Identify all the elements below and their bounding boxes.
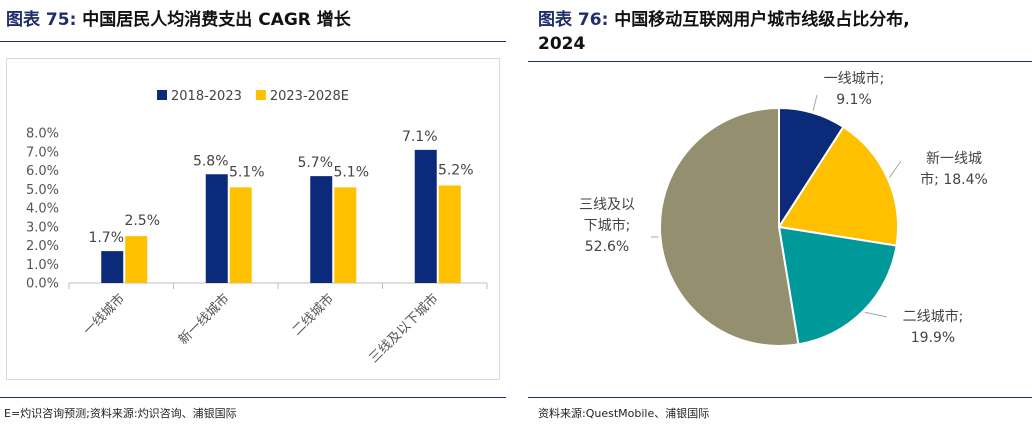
- y-tick-label: 3.0%: [26, 220, 59, 235]
- left-source-note: E=灼识咨询预测;资料来源:灼识咨询、浦银国际: [4, 407, 237, 420]
- pie-label-2: 二线城市;: [903, 308, 964, 325]
- data-label-2-0: 5.7%: [297, 155, 333, 171]
- bar-1-1: [229, 187, 252, 283]
- pie-slice-3: [659, 106, 800, 347]
- bar-1-0: [205, 174, 228, 283]
- left-source-rule: [0, 397, 506, 398]
- data-label-0-1: 2.5%: [124, 213, 160, 229]
- x-tick-label-3: 三线及以下城市: [366, 291, 442, 367]
- y-tick-label: 2.0%: [26, 239, 59, 254]
- left-figure-title: 图表 75: 中国居民人均消费支出 CAGR 增长: [6, 8, 351, 32]
- bar-3-0: [414, 149, 437, 283]
- y-tick-label: 5.0%: [26, 183, 59, 198]
- pie-label-1: 市; 18.4%: [920, 171, 988, 188]
- right-figure-title: 图表 76: 中国移动互联网用户城市线级占比分布,: [538, 8, 910, 32]
- pie-label-3: 52.6%: [585, 239, 629, 255]
- data-label-1-1: 5.1%: [229, 164, 265, 180]
- pie-chart: 一线城市; 9.1% 新一线城市; 18.4% 二线城市; 19.9% 三线及以下城市; 5…: [579, 70, 988, 347]
- bar-2-0: [310, 176, 333, 283]
- pie-label-3: 三线及以: [579, 197, 635, 213]
- bar-chart-frame: 2018-2023 2023-2028E 0.0% 1.0% 2.0% 3.0% 4.0% 5…: [6, 58, 500, 380]
- right-figure-label: 图表 76:: [538, 10, 609, 30]
- bar-3-1: [438, 185, 461, 283]
- y-tick-label: 0.0%: [26, 277, 59, 292]
- left-figure-title-text: 中国居民人均消费支出 CAGR 增长: [82, 10, 351, 30]
- y-tick-label: 1.0%: [26, 258, 59, 273]
- y-tick-label: 7.0%: [26, 145, 59, 160]
- x-tick-label-0: 一线城市: [80, 291, 128, 339]
- data-label-3-0: 7.1%: [402, 129, 438, 145]
- right-title-rule: [528, 61, 1032, 62]
- pie-label-1: 新一线城: [926, 151, 982, 167]
- data-label-2-1: 5.1%: [333, 164, 369, 180]
- legend-label-1: 2023-2028E: [270, 89, 349, 104]
- y-tick-label: 4.0%: [26, 202, 59, 217]
- pie-leader-1: [889, 160, 902, 178]
- bar-0-0: [101, 251, 124, 283]
- pie-label-0: 一线城市;: [824, 70, 885, 87]
- left-title-rule: [0, 41, 506, 42]
- left-figure-label: 图表 75:: [6, 10, 77, 30]
- right-figure-title-line2: 2024: [538, 34, 586, 54]
- x-tick-label-2: 二线城市: [289, 291, 337, 339]
- bar-0-1: [125, 236, 148, 283]
- bar-2-1: [334, 187, 357, 283]
- right-source-rule: [528, 397, 1032, 398]
- right-figure: 图表 76: 中国移动互联网用户城市线级占比分布, 2024 一线城市; 9.1%…: [528, 0, 1032, 424]
- data-label-1-0: 5.8%: [193, 153, 229, 169]
- bar-chart: 2018-2023 2023-2028E 0.0% 1.0% 2.0% 3.0% 4.0% 5…: [26, 89, 488, 367]
- legend-swatch-1: [255, 90, 266, 100]
- legend-label-0: 2018-2023: [171, 89, 242, 104]
- right-figure-title-text: 中国移动互联网用户城市线级占比分布,: [614, 10, 910, 30]
- data-label-3-1: 5.2%: [438, 163, 474, 179]
- pie-label-2: 19.9%: [911, 330, 955, 346]
- pie-label-3: 下城市;: [584, 217, 631, 234]
- y-tick-label: 8.0%: [26, 127, 59, 142]
- y-tick-label: 6.0%: [26, 164, 59, 179]
- left-figure: 图表 75: 中国居民人均消费支出 CAGR 增长 2018-2023 2023-…: [0, 0, 506, 424]
- x-tick-label-1: 新一线城市: [175, 291, 232, 348]
- legend-swatch-0: [157, 90, 167, 100]
- right-source-note: 资料来源:QuestMobile、浦银国际: [538, 407, 710, 420]
- pie-chart-frame: 一线城市; 9.1% 新一线城市; 18.4% 二线城市; 19.9% 三线及以下城市; 5…: [528, 64, 1030, 382]
- pie-slice-1: [777, 125, 899, 247]
- pie-leader-0: [812, 94, 818, 112]
- pie-label-0: 9.1%: [836, 92, 872, 108]
- pie-slice-2: [777, 225, 898, 346]
- pie-leader-2: [864, 311, 888, 318]
- data-label-0-0: 1.7%: [88, 230, 124, 246]
